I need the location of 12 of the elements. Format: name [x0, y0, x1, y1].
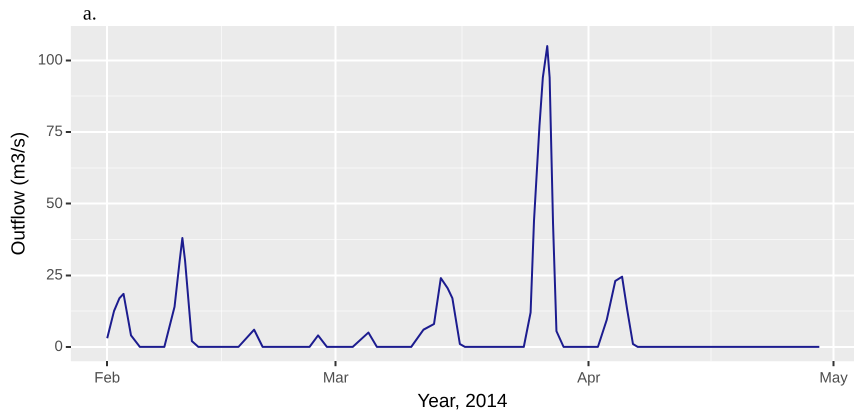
x-axis-title: Year, 2014 — [417, 390, 508, 412]
y-tick-label: 100 — [38, 52, 63, 69]
x-tick-label: Feb — [94, 369, 120, 386]
x-tick-label: Mar — [322, 369, 349, 386]
x-tick-label: May — [819, 369, 848, 386]
y-tick-label: 50 — [46, 194, 63, 212]
y-tick-label: 75 — [46, 123, 63, 140]
y-tick-label: 0 — [54, 338, 63, 356]
chart-title: a. — [82, 2, 97, 24]
y-axis-title: Outflow (m3/s) — [8, 132, 30, 256]
x-tick-label: Apr — [577, 369, 600, 386]
y-tick-label: 25 — [46, 266, 63, 284]
